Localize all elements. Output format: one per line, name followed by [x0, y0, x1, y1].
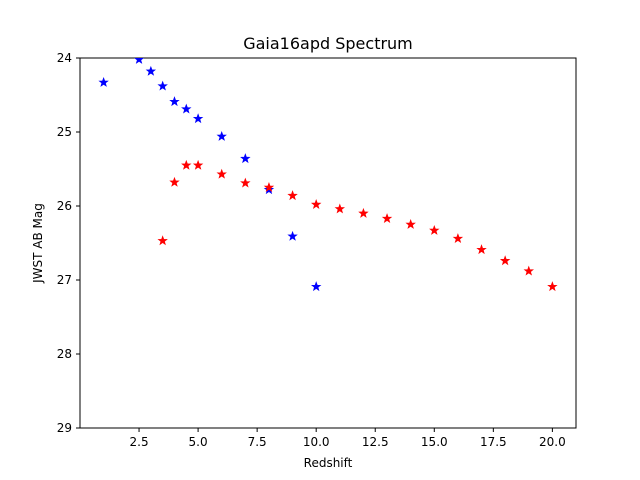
data-point-star — [523, 265, 534, 276]
x-tick-label: 2.5 — [130, 435, 149, 449]
data-point-star — [476, 244, 487, 255]
data-point-star — [98, 76, 109, 87]
data-point-star — [547, 281, 558, 292]
data-point-star — [134, 58, 144, 64]
y-tick-label: 25 — [57, 125, 72, 139]
data-point-star — [169, 96, 180, 107]
x-axis-ticks: 2.5 5.0 7.5 10.0 12.5 15.0 17.5 20.0 — [130, 428, 566, 449]
data-point-star — [157, 235, 168, 246]
data-point-star — [216, 168, 227, 179]
data-point-star — [499, 255, 511, 266]
data-point-star — [169, 176, 180, 187]
x-tick-label: 20.0 — [539, 435, 566, 449]
data-point-star — [240, 153, 251, 164]
data-point-star — [145, 65, 157, 76]
y-axis-label: JWST AB Mag — [31, 203, 45, 284]
data-point-star — [263, 182, 275, 192]
data-point-star — [192, 159, 204, 170]
chart-title: Gaia16apd Spectrum — [243, 34, 413, 53]
data-point-star — [334, 203, 346, 214]
data-point-star — [181, 159, 192, 170]
data-point-star — [358, 207, 369, 218]
data-point-star — [192, 113, 204, 124]
y-tick-label: 29 — [57, 421, 72, 435]
plot-frame — [79, 57, 577, 429]
x-tick-label: 10.0 — [303, 435, 330, 449]
y-tick-label: 28 — [57, 347, 72, 361]
x-tick-label: 5.0 — [189, 435, 208, 449]
data-point-star — [381, 213, 393, 224]
x-tick-label: 7.5 — [248, 435, 267, 449]
data-point-star — [405, 219, 416, 229]
data-point-star — [310, 199, 322, 209]
data-point-star — [181, 103, 192, 114]
data-markers — [98, 58, 558, 292]
x-tick-label: 12.5 — [362, 435, 389, 449]
data-point-star — [216, 130, 227, 141]
data-point-star — [452, 233, 464, 243]
y-tick-label: 24 — [57, 51, 72, 65]
x-axis-label: Redshift — [304, 456, 353, 470]
data-point-star — [157, 80, 168, 91]
y-tick-label: 26 — [57, 199, 72, 213]
x-tick-label: 15.0 — [421, 435, 448, 449]
data-point-star — [429, 224, 440, 235]
data-point-star — [310, 281, 322, 292]
plot-area: 2.5 5.0 7.5 10.0 12.5 15.0 17.5 20.0 24 25 26 27 28… — [57, 51, 577, 449]
y-tick-label: 27 — [57, 273, 72, 287]
series-1-markers — [157, 159, 558, 292]
x-tick-label: 17.5 — [480, 435, 507, 449]
data-point-star — [287, 230, 298, 241]
data-point-star — [240, 177, 251, 188]
y-axis-ticks: 24 25 26 27 28 29 — [57, 51, 80, 435]
data-point-star — [287, 190, 298, 201]
